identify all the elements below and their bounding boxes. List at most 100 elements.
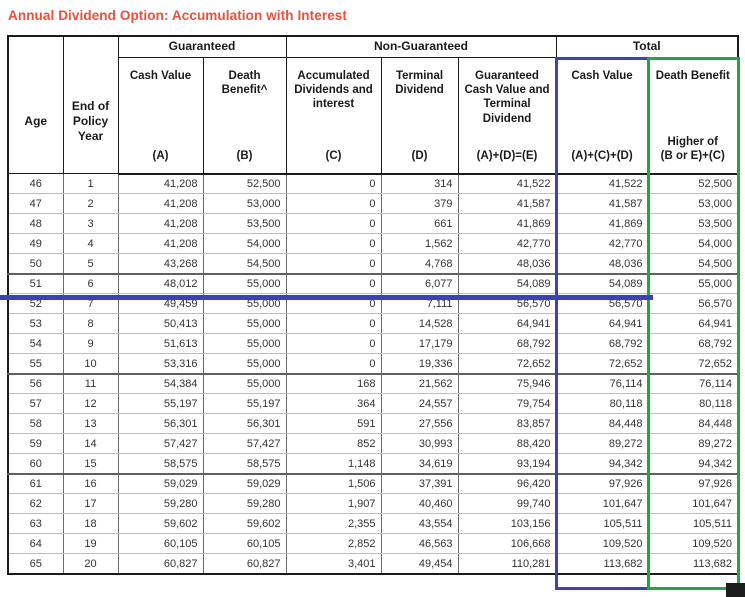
cell-guaranteed-cash-value: 41,208: [117, 213, 204, 235]
cell-total-cash-value: 64,941: [555, 313, 649, 335]
table-row: 56 11 54,384 55,000 168 21,562 75,946 76,114 76,…: [7, 373, 739, 395]
cell-guaranteed-cash-value: 53,316: [117, 353, 204, 375]
cell-accumulated-dividends: 0: [285, 213, 382, 235]
col-header-guaranteed-cv-and-td: Guaranteed Cash Value and Terminal Divid…: [457, 56, 557, 133]
cell-total-cash-value: 101,647: [555, 493, 649, 515]
cell-guaranteed-cv-and-td: 42,770: [457, 233, 557, 255]
cell-guaranteed-death-benefit: 55,000: [202, 353, 287, 375]
cell-accumulated-dividends: 0: [285, 313, 382, 335]
cell-guaranteed-cash-value: 60,827: [117, 553, 204, 575]
cell-age: 53: [7, 313, 64, 335]
cell-accumulated-dividends: 1,148: [285, 453, 382, 475]
cell-age: 65: [7, 553, 64, 575]
cell-terminal-dividend: 1,562: [380, 233, 459, 255]
cell-guaranteed-cash-value: 60,105: [117, 533, 204, 555]
cell-guaranteed-death-benefit: 57,427: [202, 433, 287, 455]
cell-age: 50: [7, 253, 64, 275]
table-body: 46 1 41,208 52,500 0 314 41,522 41,522 52,500 47 2…: [7, 173, 739, 575]
cell-guaranteed-death-benefit: 58,575: [202, 453, 287, 475]
col-header-accumulated-dividends: Accumulated Dividends and interest: [285, 56, 382, 133]
table-row: 64 19 60,105 60,105 2,852 46,563 106,668 109,52…: [7, 533, 739, 555]
table-row: 50 5 43,268 54,500 0 4,768 48,036 48,036 54,500: [7, 253, 739, 275]
cell-guaranteed-death-benefit: 55,000: [202, 313, 287, 335]
cell-guaranteed-cash-value: 59,602: [117, 513, 204, 535]
cell-total-death-benefit: 113,682: [647, 553, 739, 575]
cell-end-of-policy-year: 13: [62, 413, 119, 435]
cell-total-death-benefit: 54,500: [647, 253, 739, 275]
table-row: 54 9 51,613 55,000 0 17,179 68,792 68,792 68,792: [7, 333, 739, 355]
cell-guaranteed-cash-value: 54,384: [117, 373, 204, 395]
cell-end-of-policy-year: 2: [62, 193, 119, 215]
cell-guaranteed-cv-and-td: 93,194: [457, 453, 557, 475]
cell-age: 61: [7, 473, 64, 495]
table-row: 63 18 59,602 59,602 2,355 43,554 103,156 105,51…: [7, 513, 739, 535]
cell-total-cash-value: 68,792: [555, 333, 649, 355]
cell-age: 52: [7, 293, 64, 315]
cell-guaranteed-cash-value: 58,575: [117, 453, 204, 475]
page-title: Annual Dividend Option: Accumulation wit…: [8, 8, 348, 23]
cell-guaranteed-cash-value: 55,197: [117, 393, 204, 415]
cell-guaranteed-cv-and-td: 72,652: [457, 353, 557, 375]
cell-end-of-policy-year: 10: [62, 353, 119, 375]
cell-total-death-benefit: 53,500: [647, 213, 739, 235]
cell-accumulated-dividends: 0: [285, 193, 382, 215]
cell-end-of-policy-year: 5: [62, 253, 119, 275]
cell-guaranteed-cv-and-td: 103,156: [457, 513, 557, 535]
cell-guaranteed-death-benefit: 55,000: [202, 293, 287, 315]
cell-accumulated-dividends: 1,907: [285, 493, 382, 515]
cell-terminal-dividend: 17,179: [380, 333, 459, 355]
formula-total-death-benefit: Higher of (B or E)+(C): [647, 133, 739, 175]
cell-end-of-policy-year: 16: [62, 473, 119, 495]
formula-total-cash-value: (A)+(C)+(D): [555, 133, 649, 175]
col-header-guaranteed-cash-value: Cash Value: [117, 56, 204, 133]
cell-end-of-policy-year: 8: [62, 313, 119, 335]
table-row: 58 13 56,301 56,301 591 27,556 83,857 84,448 84,…: [7, 413, 739, 435]
cell-total-death-benefit: 109,520: [647, 533, 739, 555]
cell-total-cash-value: 89,272: [555, 433, 649, 455]
cell-guaranteed-cv-and-td: 68,792: [457, 333, 557, 355]
table-row: 51 6 48,012 55,000 0 6,077 54,089 54,089 55,000: [7, 273, 739, 295]
col-header-terminal-dividend: Terminal Dividend: [380, 56, 459, 133]
col-header-total-cash-value: Cash Value: [555, 56, 649, 133]
table-row: 55 10 53,316 55,000 0 19,336 72,652 72,652 72,65…: [7, 353, 739, 375]
cell-guaranteed-death-benefit: 59,029: [202, 473, 287, 495]
cell-guaranteed-cash-value: 41,208: [117, 233, 204, 255]
formula-a: (A): [117, 133, 204, 175]
cell-guaranteed-cv-and-td: 41,869: [457, 213, 557, 235]
cell-end-of-policy-year: 4: [62, 233, 119, 255]
cell-guaranteed-death-benefit: 60,827: [202, 553, 287, 575]
table-row: 46 1 41,208 52,500 0 314 41,522 41,522 52,500: [7, 173, 739, 195]
cell-end-of-policy-year: 6: [62, 273, 119, 295]
cell-terminal-dividend: 661: [380, 213, 459, 235]
cell-guaranteed-death-benefit: 59,280: [202, 493, 287, 515]
cell-age: 60: [7, 453, 64, 475]
cell-guaranteed-cash-value: 59,029: [117, 473, 204, 495]
cell-guaranteed-cash-value: 50,413: [117, 313, 204, 335]
cell-total-cash-value: 97,926: [555, 473, 649, 495]
cell-accumulated-dividends: 364: [285, 393, 382, 415]
cell-guaranteed-death-benefit: 55,000: [202, 333, 287, 355]
cell-total-cash-value: 76,114: [555, 373, 649, 395]
column-header-row: Cash Value Death Benefit^ Accumulated Di…: [8, 56, 739, 133]
cell-total-cash-value: 41,587: [555, 193, 649, 215]
cell-end-of-policy-year: 14: [62, 433, 119, 455]
cell-total-cash-value: 56,570: [555, 293, 649, 315]
table-row: 60 15 58,575 58,575 1,148 34,619 93,194 94,342 9…: [7, 453, 739, 475]
group-header-non-guaranteed: Non-Guaranteed: [285, 35, 557, 58]
col-header-total-death-benefit: Death Benefit: [647, 56, 739, 133]
cell-age: 62: [7, 493, 64, 515]
table-row: 57 12 55,197 55,197 364 24,557 79,754 80,118 80,…: [7, 393, 739, 415]
cell-accumulated-dividends: 0: [285, 293, 382, 315]
cell-end-of-policy-year: 7: [62, 293, 119, 315]
cell-total-cash-value: 80,118: [555, 393, 649, 415]
cell-guaranteed-cash-value: 51,613: [117, 333, 204, 355]
table-row: 48 3 41,208 53,500 0 661 41,869 41,869 53,500: [7, 213, 739, 235]
cell-age: 49: [7, 233, 64, 255]
cell-age: 55: [7, 353, 64, 375]
cell-total-death-benefit: 80,118: [647, 393, 739, 415]
cell-guaranteed-cv-and-td: 106,668: [457, 533, 557, 555]
formula-row: (A) (B) (C) (D) (A)+(D)=(E) (A)+(C)+(D) …: [8, 133, 739, 175]
cell-total-death-benefit: 56,570: [647, 293, 739, 315]
cell-guaranteed-death-benefit: 59,602: [202, 513, 287, 535]
cell-total-death-benefit: 89,272: [647, 433, 739, 455]
